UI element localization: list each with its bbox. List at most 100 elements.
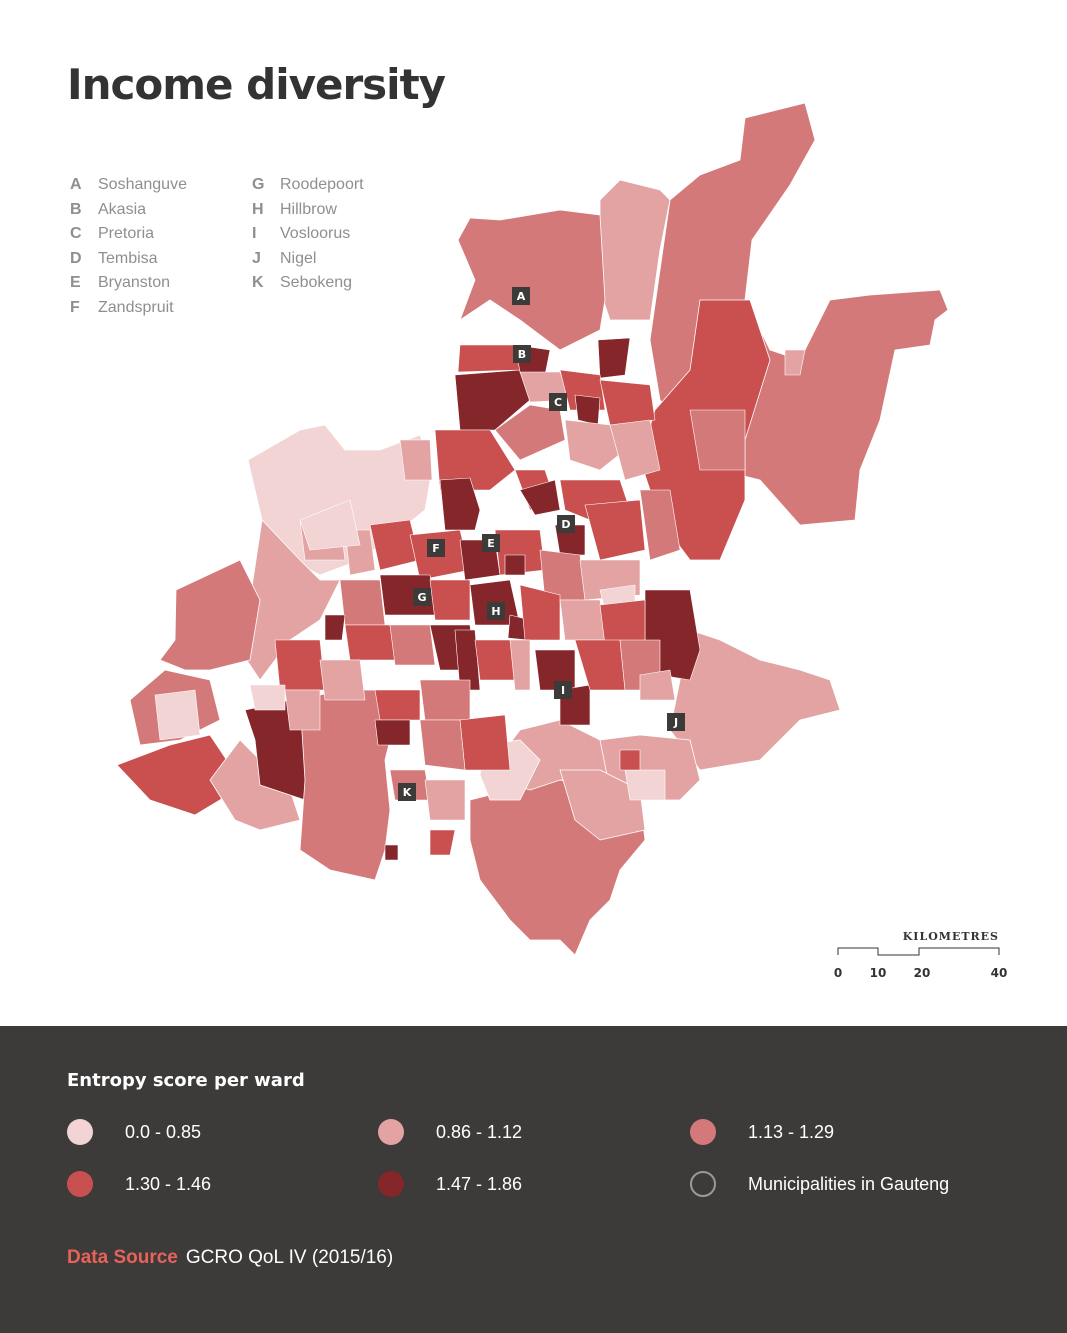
ward: [494, 404, 566, 461]
marker-g: G: [413, 588, 431, 606]
marker-f: F: [427, 539, 445, 557]
place-code: A: [70, 176, 82, 193]
marker-box: [513, 345, 531, 363]
map-title: Income diversity: [67, 60, 446, 109]
ward: [429, 579, 471, 621]
place-key-item: B Akasia: [70, 200, 187, 225]
place-key-item: J Nigel: [252, 249, 364, 274]
ward: [639, 489, 681, 561]
place-name: Zandspruit: [98, 298, 174, 316]
place-name: Pretoria: [98, 225, 155, 242]
marker-label: I: [561, 684, 565, 697]
ward: [689, 409, 746, 471]
marker-e: E: [482, 534, 500, 552]
ward: [249, 684, 286, 711]
ward: [574, 639, 626, 691]
legend-swatch: [67, 1119, 93, 1145]
scale-line: [837, 947, 1000, 956]
scale-tick: 20: [914, 966, 931, 980]
legend-label: 0.0 - 0.85: [125, 1121, 202, 1142]
ward: [434, 429, 516, 491]
place-key-item: E Bryanston: [70, 273, 187, 298]
ward: [639, 669, 676, 701]
scale-bar: KILOMETRES 0 10 20 40: [834, 930, 1008, 980]
scale-tick: 40: [991, 966, 1008, 980]
marker-box: [398, 783, 416, 801]
marker-box: [667, 713, 685, 731]
ward: [519, 584, 561, 641]
place-name: Bryanston: [98, 274, 171, 291]
region-sedibeng-west: [299, 689, 396, 881]
marker-box: [554, 681, 572, 699]
ward: [419, 719, 466, 771]
gauteng-ward-map: A B C D E F G H I J K: [116, 102, 949, 956]
ward: [564, 419, 626, 471]
marker-box: [413, 588, 431, 606]
legend-label: 1.13 - 1.29: [748, 1121, 835, 1142]
place-name: Akasia: [98, 200, 147, 218]
place-key-column-2: G Roodepoort H Hillbrow I Vosloorus J Nigel …: [252, 175, 364, 298]
ward: [424, 779, 466, 821]
ward: [459, 714, 511, 771]
ward: [374, 719, 411, 746]
region-west-south: [209, 739, 301, 831]
place-code: B: [70, 200, 82, 218]
ward: [457, 344, 521, 373]
region-far-west: [159, 559, 261, 671]
data-source-value: GCRO QoL IV (2015/16): [185, 1247, 394, 1268]
marker-d: D: [557, 515, 575, 533]
marker-label: K: [403, 786, 412, 799]
legend-label: Municipalities in Gauteng: [748, 1173, 950, 1194]
legend-swatch: [690, 1119, 716, 1145]
ward: [454, 629, 481, 691]
marker-box: [549, 393, 567, 411]
ward: [474, 639, 516, 681]
place-code: C: [70, 225, 82, 242]
place-code: E: [70, 274, 81, 291]
place-key-item: C Pretoria: [70, 224, 187, 249]
place-key-item: K Sebokeng: [252, 273, 364, 298]
ward: [597, 337, 631, 379]
marker-j: J: [667, 713, 685, 731]
place-code: G: [252, 176, 265, 193]
legend-item: 0.0 - 0.85: [67, 1117, 201, 1147]
ward: [324, 614, 346, 641]
legend-item: Municipalities in Gauteng: [690, 1169, 949, 1199]
marker-k: K: [398, 783, 416, 801]
marker-i: I: [554, 681, 572, 699]
place-key-item: I Vosloorus: [252, 224, 364, 249]
marker-box: [427, 539, 445, 557]
place-code: J: [252, 249, 261, 267]
ward: [584, 499, 646, 561]
place-key-item: A Soshanguve: [70, 175, 187, 200]
ward: [384, 844, 399, 861]
legend-item: 1.47 - 1.86: [378, 1169, 522, 1199]
ward: [519, 479, 561, 516]
marker-b: B: [513, 345, 531, 363]
marker-label: G: [417, 591, 426, 604]
ward: [574, 394, 601, 426]
marker-label: J: [673, 716, 678, 729]
ward: [504, 554, 526, 576]
place-key-item: D Tembisa: [70, 249, 187, 274]
ward: [429, 829, 456, 856]
place-code: I: [252, 225, 257, 242]
ward: [274, 639, 326, 691]
ward: [389, 624, 436, 666]
place-key-item: F Zandspruit: [70, 298, 187, 323]
marker-a: A: [512, 287, 530, 305]
ward: [299, 499, 361, 551]
ward: [339, 579, 386, 626]
legend-swatch: [67, 1171, 93, 1197]
marker-box: [487, 602, 505, 620]
ward: [439, 477, 481, 531]
marker-label: H: [491, 605, 500, 618]
marker-box: [482, 534, 500, 552]
region-north-west: [457, 209, 606, 351]
marker-box: [557, 515, 575, 533]
place-name: Roodepoort: [280, 176, 364, 193]
legend-item: 0.86 - 1.12: [378, 1117, 522, 1147]
marker-label: D: [561, 518, 570, 531]
marker-label: E: [487, 537, 495, 550]
marker-label: B: [518, 348, 526, 361]
